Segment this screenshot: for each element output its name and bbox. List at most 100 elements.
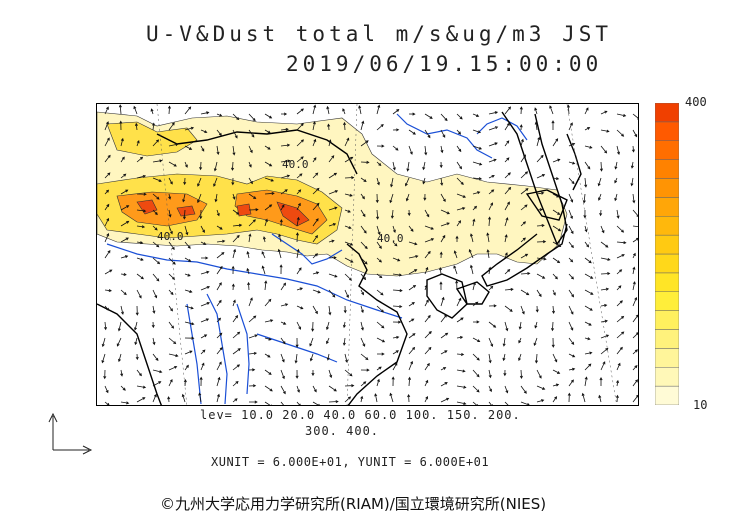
wind-arrow xyxy=(136,397,146,403)
wind-arrow xyxy=(600,303,608,307)
wind-arrow xyxy=(552,289,556,296)
wind-arrow xyxy=(264,319,274,323)
wind-arrow xyxy=(520,138,524,147)
wind-arrow xyxy=(408,255,419,259)
contour-levels-line1: lev= 10.0 20.0 40.0 60.0 100. 150. 200. xyxy=(200,408,521,422)
wind-arrow xyxy=(246,267,250,275)
wind-arrow xyxy=(456,177,464,185)
wind-arrow xyxy=(504,217,509,227)
graticule-line xyxy=(346,104,358,405)
wind-arrow xyxy=(120,220,130,227)
dust-plume: 40.0 40.0 40.0 xyxy=(97,111,568,277)
wind-arrow xyxy=(104,172,111,179)
wind-arrow xyxy=(424,238,435,243)
wind-arrow xyxy=(248,208,259,212)
wind-arrow xyxy=(200,318,210,323)
wind-arrow xyxy=(408,269,418,275)
wind-arrow xyxy=(312,305,318,315)
wind-arrow xyxy=(632,209,638,217)
wind-arrow xyxy=(232,113,240,121)
wind-arrow xyxy=(392,335,400,339)
wind-arrow xyxy=(534,353,539,364)
wind-arrow xyxy=(392,241,398,247)
wind-arrow xyxy=(488,285,494,291)
wind-arrow xyxy=(360,321,364,331)
wind-arrow xyxy=(408,112,416,116)
wind-arrow xyxy=(632,314,638,323)
wind-arrow xyxy=(296,305,304,310)
wind-arrow xyxy=(536,399,545,403)
wind-arrow xyxy=(344,289,349,299)
color-scale-swatches xyxy=(654,102,680,406)
wind-arrow xyxy=(295,337,299,348)
wind-arrow xyxy=(392,362,398,371)
wind-arrow xyxy=(614,161,618,170)
wind-arrow xyxy=(232,348,241,355)
wind-arrow xyxy=(344,225,352,230)
wind-arrow xyxy=(439,281,443,291)
wind-arrow xyxy=(117,321,122,332)
wind-arrow xyxy=(360,289,364,296)
wind-arrow xyxy=(116,337,122,347)
wind-arrow xyxy=(568,305,574,315)
wind-arrow xyxy=(328,256,337,260)
wind-arrow xyxy=(295,232,299,243)
wind-arrow xyxy=(453,265,458,275)
wind-arrow xyxy=(151,321,155,329)
wind-arrow xyxy=(568,209,573,220)
wind-arrow xyxy=(152,289,158,299)
vector-units: XUNIT = 6.000E+01, YUNIT = 6.000E+01 xyxy=(211,455,490,469)
wind-arrow xyxy=(392,225,396,233)
wind-arrow xyxy=(440,113,448,122)
wind-arrow xyxy=(632,364,638,371)
wind-arrow xyxy=(392,128,400,132)
wind-arrow xyxy=(184,106,192,115)
wind-arrow xyxy=(101,353,106,364)
wind-arrow xyxy=(264,113,273,119)
wind-arrow xyxy=(552,225,562,232)
wind-arrow xyxy=(519,369,523,379)
reference-arrow-icon xyxy=(48,412,93,455)
wind-arrow xyxy=(549,105,554,115)
wind-arrow xyxy=(280,112,288,116)
wind-arrow xyxy=(104,106,109,115)
wind-arrow xyxy=(135,305,139,316)
wind-arrow xyxy=(616,254,625,259)
wind-arrow xyxy=(248,334,258,339)
wind-arrow xyxy=(456,369,466,373)
wind-arrow xyxy=(584,321,592,326)
wind-arrow xyxy=(406,161,410,172)
wind-arrow xyxy=(616,315,625,323)
wind-arrow xyxy=(424,362,430,371)
wind-arrow xyxy=(599,377,603,387)
wind-arrow xyxy=(456,161,462,170)
wind-arrow xyxy=(120,156,125,163)
wind-arrow xyxy=(360,120,365,131)
color-scale-swatch xyxy=(654,234,680,255)
coastline xyxy=(346,243,408,405)
wind-arrow xyxy=(614,177,618,184)
wind-arrow xyxy=(247,281,251,291)
wind-arrow xyxy=(280,143,291,147)
wind-arrow xyxy=(136,257,144,261)
wind-arrow xyxy=(472,145,483,150)
wind-arrow xyxy=(504,268,511,275)
wind-arrow xyxy=(568,193,574,203)
wind-arrow xyxy=(104,154,111,163)
wind-arrow xyxy=(472,337,481,342)
wind-arrow xyxy=(311,369,315,377)
wind-arrow xyxy=(198,392,202,403)
wind-arrow xyxy=(213,177,218,187)
wind-arrow xyxy=(455,235,459,243)
wind-arrow xyxy=(104,385,109,394)
wind-arrow xyxy=(568,337,575,345)
wind-arrow xyxy=(312,289,321,294)
wind-arrow xyxy=(360,353,369,361)
wind-arrow xyxy=(312,157,317,163)
graticule-line xyxy=(156,104,188,405)
wind-arrow xyxy=(584,127,591,131)
wind-arrow xyxy=(326,105,330,115)
wind-arrow xyxy=(231,177,235,186)
wind-arrow xyxy=(439,251,443,259)
wind-arrow xyxy=(136,192,147,196)
